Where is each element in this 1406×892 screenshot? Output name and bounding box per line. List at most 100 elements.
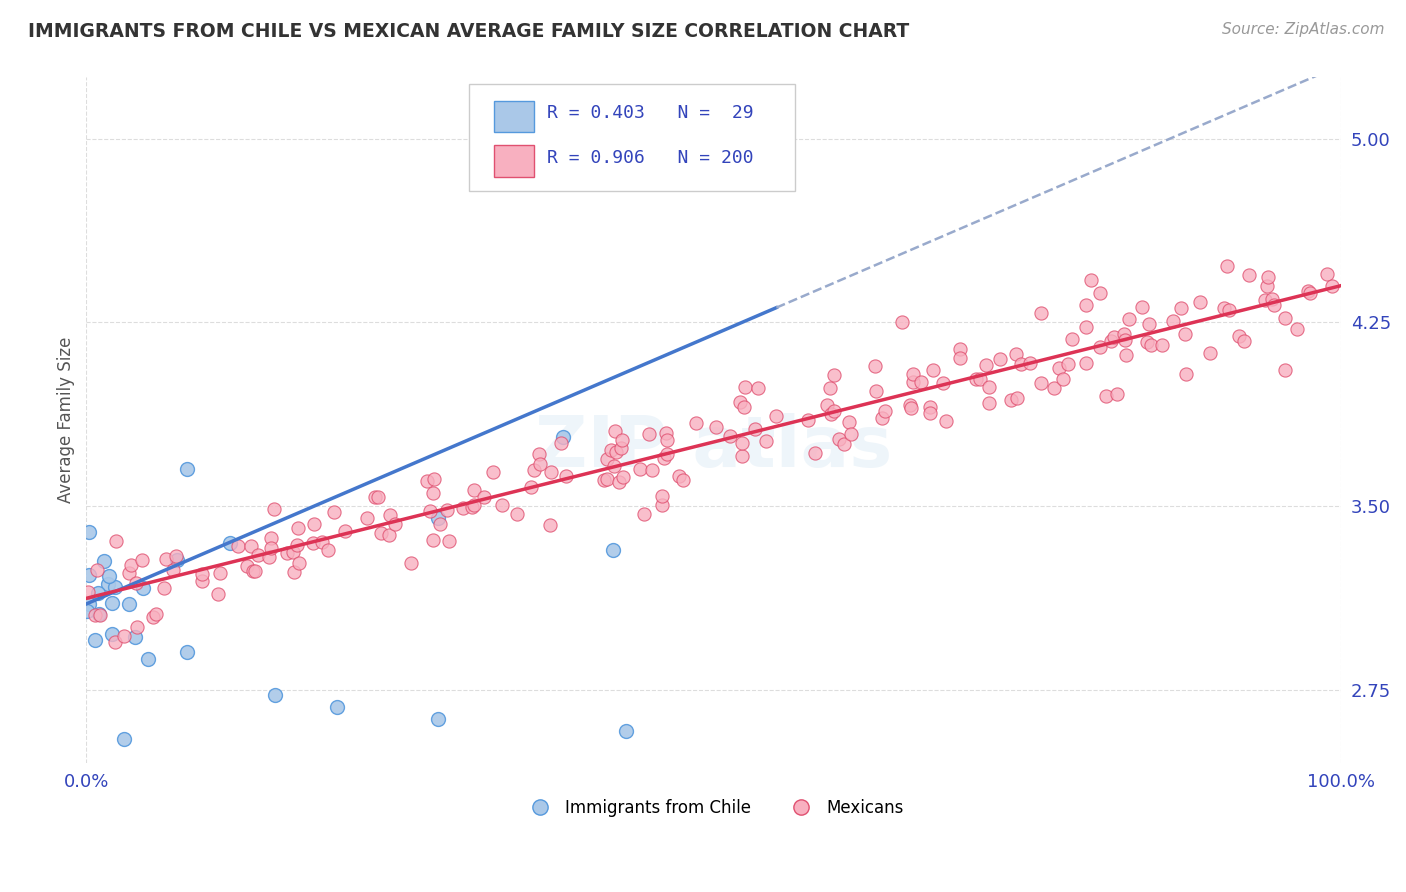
Point <box>527 447 550 461</box>
Point <box>1130 300 1153 314</box>
Point <box>226 539 249 553</box>
Point <box>236 558 259 573</box>
Point <box>84 633 107 648</box>
Point <box>1018 356 1040 370</box>
Point <box>898 398 921 412</box>
Point <box>77 597 100 611</box>
Point <box>551 430 574 444</box>
Point <box>1137 317 1160 331</box>
Point <box>1095 389 1118 403</box>
Point <box>1114 334 1136 348</box>
Point <box>283 565 305 579</box>
Point <box>104 580 127 594</box>
Point <box>657 447 679 461</box>
Point <box>872 411 894 425</box>
Point <box>77 585 100 599</box>
Point <box>977 380 1000 394</box>
Point <box>209 566 232 580</box>
Point <box>637 427 659 442</box>
Point <box>599 443 621 458</box>
Point <box>593 473 616 487</box>
Point <box>1005 346 1028 360</box>
Point <box>1105 387 1128 401</box>
Point <box>765 409 787 423</box>
Point <box>602 543 624 558</box>
Point <box>1000 392 1022 407</box>
Point <box>423 472 446 486</box>
Point <box>259 531 281 545</box>
Point <box>97 569 120 583</box>
Point <box>605 445 627 459</box>
Point <box>815 398 838 412</box>
Point <box>1170 301 1192 316</box>
Point <box>818 380 841 394</box>
Point <box>124 630 146 644</box>
Point <box>555 468 578 483</box>
Point <box>974 358 997 372</box>
Point <box>865 384 887 398</box>
Point <box>1256 279 1278 293</box>
Point <box>112 731 135 746</box>
Point <box>935 414 957 428</box>
Point <box>176 645 198 659</box>
FancyBboxPatch shape <box>470 85 796 191</box>
Point <box>1102 329 1125 343</box>
Point <box>120 558 142 572</box>
Point <box>610 433 633 447</box>
Point <box>127 620 149 634</box>
Point <box>239 539 262 553</box>
Point <box>823 404 845 418</box>
Point <box>1052 372 1074 386</box>
Point <box>463 483 485 497</box>
Point <box>977 396 1000 410</box>
Point <box>1074 298 1097 312</box>
Point <box>614 724 637 739</box>
Point <box>832 436 855 450</box>
Point <box>356 511 378 525</box>
Point <box>596 472 619 486</box>
Point <box>1199 346 1222 360</box>
Point <box>651 489 673 503</box>
Point <box>422 486 444 500</box>
Point <box>903 367 925 381</box>
Point <box>828 432 851 446</box>
Point <box>1237 268 1260 283</box>
Point <box>1115 347 1137 361</box>
Point <box>796 413 818 427</box>
Point <box>301 536 323 550</box>
Point <box>1274 363 1296 377</box>
Point <box>1320 279 1343 293</box>
Point <box>87 586 110 600</box>
Point <box>323 505 346 519</box>
Legend: Immigrants from Chile, Mexicans: Immigrants from Chile, Mexicans <box>517 792 910 823</box>
Point <box>367 490 389 504</box>
Point <box>1161 314 1184 328</box>
Text: ZIP atlas: ZIP atlas <box>536 413 893 483</box>
Point <box>1174 327 1197 342</box>
Point <box>436 503 458 517</box>
Point <box>472 490 495 504</box>
Point <box>731 449 754 463</box>
Point <box>1076 356 1098 370</box>
Point <box>900 401 922 416</box>
Point <box>1088 340 1111 354</box>
Point <box>142 610 165 624</box>
Point <box>1212 301 1234 315</box>
Point <box>657 433 679 447</box>
Point <box>263 688 285 702</box>
Point <box>747 381 769 395</box>
Point <box>1136 334 1159 349</box>
Point <box>733 400 755 414</box>
Text: IMMIGRANTS FROM CHILE VS MEXICAN AVERAGE FAMILY SIZE CORRELATION CHART: IMMIGRANTS FROM CHILE VS MEXICAN AVERAGE… <box>28 22 910 41</box>
Point <box>1088 286 1111 301</box>
Point <box>152 582 174 596</box>
Point <box>378 528 401 542</box>
Text: R = 0.403   N =  29: R = 0.403 N = 29 <box>547 104 754 122</box>
Point <box>118 597 141 611</box>
Point <box>165 549 187 564</box>
Point <box>333 524 356 538</box>
Point <box>520 480 543 494</box>
Text: Source: ZipAtlas.com: Source: ZipAtlas.com <box>1222 22 1385 37</box>
Point <box>949 351 972 366</box>
Point <box>136 652 159 666</box>
